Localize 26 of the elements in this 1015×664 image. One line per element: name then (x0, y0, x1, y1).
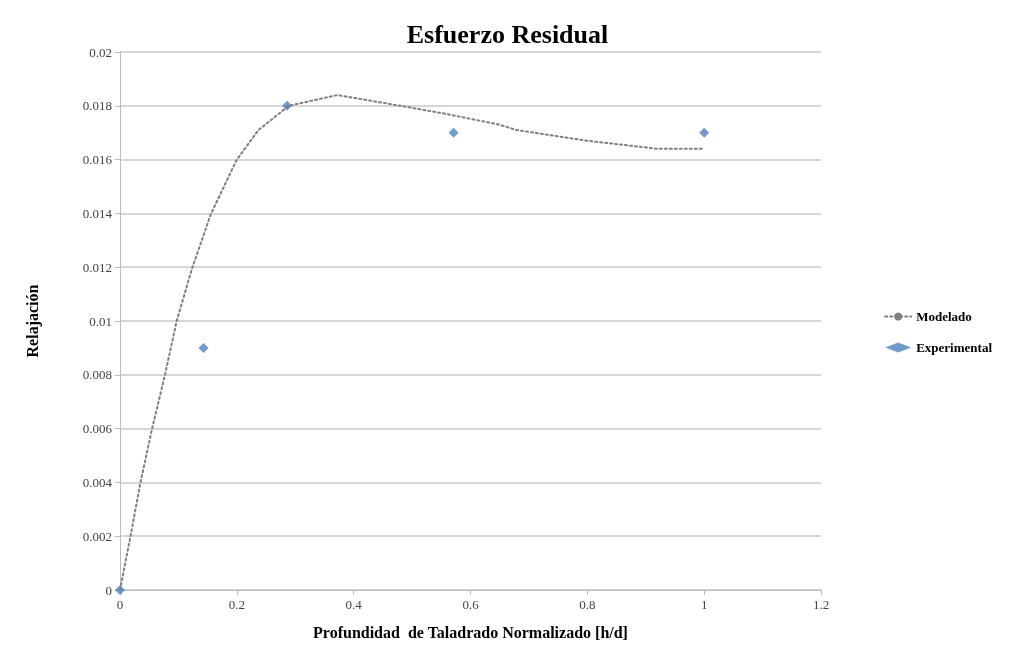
y-tick-label: 0.014 (82, 205, 113, 221)
point (448, 127, 459, 138)
x-axis-title: Profundidad de Taladrado Normalizado [h/d] (313, 623, 628, 641)
x-tick-label: 0.2 (228, 597, 245, 612)
x-tick-label: 0 (116, 597, 124, 612)
chart-title: Esfuerzo Residual (406, 19, 609, 49)
x-tick-label: 0.6 (462, 597, 480, 612)
point (198, 342, 209, 353)
legend-label: Modelado (916, 309, 972, 324)
y-tick-label: 0 (105, 582, 112, 598)
x-tick-label: 0.4 (345, 597, 363, 612)
y-axis-title: Relajación (23, 284, 42, 358)
y-tick-label: 0.006 (82, 421, 113, 437)
x-tick-label: 0.8 (579, 597, 596, 612)
y-tick-label: 0.008 (82, 367, 112, 383)
y-tick-label: 0.018 (82, 98, 112, 114)
x-tick-label: 1 (700, 597, 708, 612)
y-tick-label: 0.016 (82, 152, 113, 168)
x-tick-label: 1.2 (812, 597, 830, 612)
y-tick-label: 0.004 (82, 474, 113, 490)
y-tick-label: 0.012 (82, 259, 112, 275)
y-tick-label: 0.002 (82, 528, 112, 544)
y-tick-label: 0.01 (89, 313, 112, 329)
legend-label: Experimental (916, 340, 993, 355)
y-tick-label: 0.02 (89, 44, 112, 60)
point (699, 127, 710, 138)
